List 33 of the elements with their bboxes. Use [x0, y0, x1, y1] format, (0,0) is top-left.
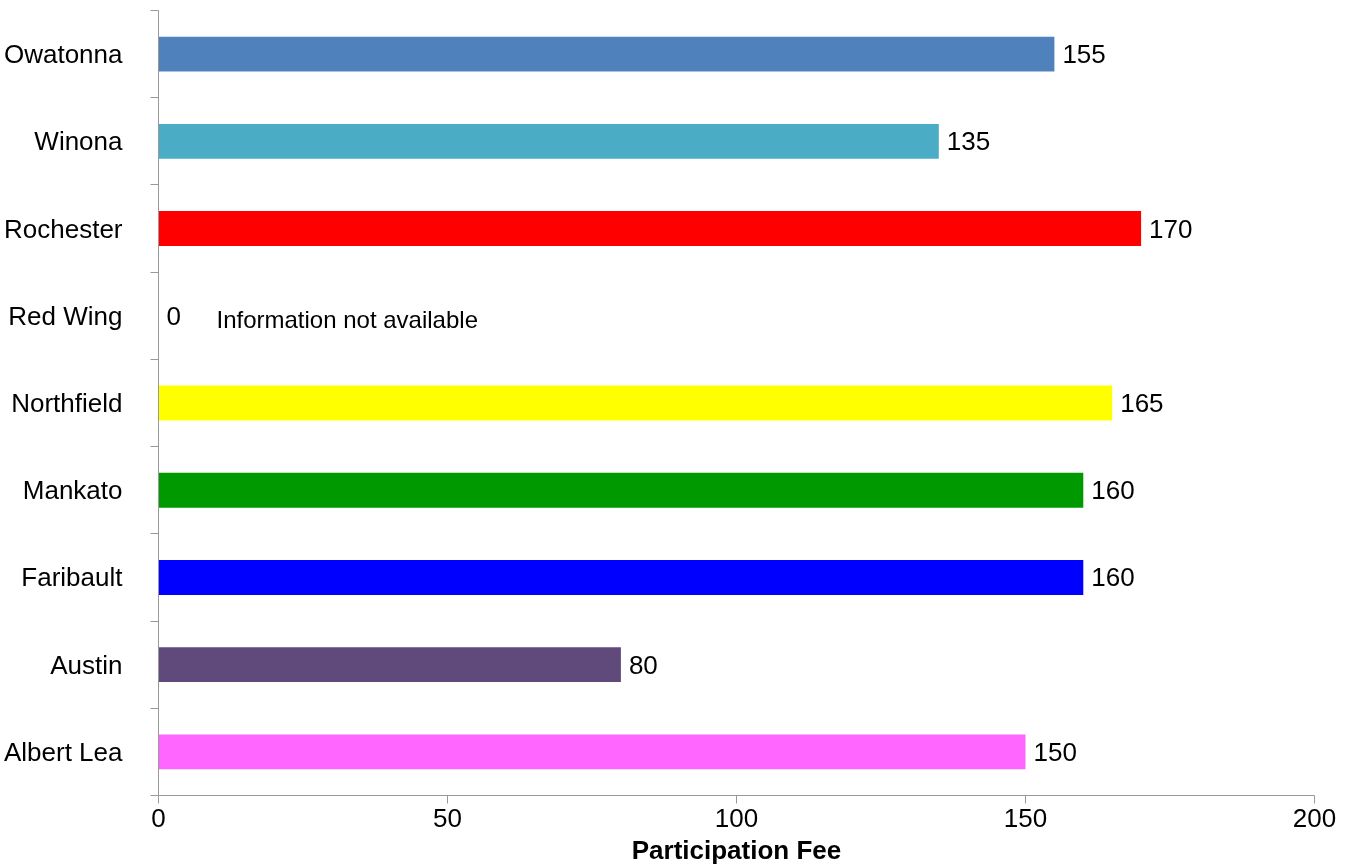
bar [158, 123, 939, 159]
x-tick-label: 0 [151, 802, 166, 833]
y-tick-label: Winona [34, 126, 124, 157]
x-tick-label: 100 [714, 802, 759, 833]
data-label: 155 [1062, 39, 1106, 70]
data-label: 160 [1091, 475, 1135, 506]
data-label: 135 [946, 126, 991, 157]
y-tick-label: Albert Lea [3, 736, 124, 767]
y-tick-label: Red Wing [8, 300, 123, 331]
data-label: 0 [166, 300, 181, 331]
x-tick-label: 200 [1292, 802, 1337, 833]
bar [158, 36, 1055, 72]
x-tick-label: 150 [1003, 802, 1048, 833]
annotation: Information not available [216, 306, 478, 334]
y-tick-label: Mankato [22, 475, 123, 506]
y-tick-label: Austin [50, 649, 123, 680]
data-label: 165 [1120, 388, 1164, 418]
y-tick-label: Faribault [21, 562, 124, 593]
bar [158, 647, 621, 683]
y-tick-label: Owatonna [3, 39, 124, 70]
bar [158, 211, 1142, 246]
y-tick-label: Rochester [4, 213, 123, 244]
data-label: 170 [1149, 213, 1193, 244]
x-tick-label: 50 [433, 802, 462, 833]
x-axis-title: Participation Fee [631, 834, 842, 865]
data-label: 150 [1033, 736, 1077, 767]
bar [158, 385, 1113, 421]
bar [158, 560, 1084, 595]
bar [158, 734, 1026, 770]
bar [158, 472, 1084, 508]
data-label: 160 [1091, 562, 1135, 593]
data-label: 80 [628, 649, 658, 680]
y-tick-label: Northfield [11, 388, 123, 418]
